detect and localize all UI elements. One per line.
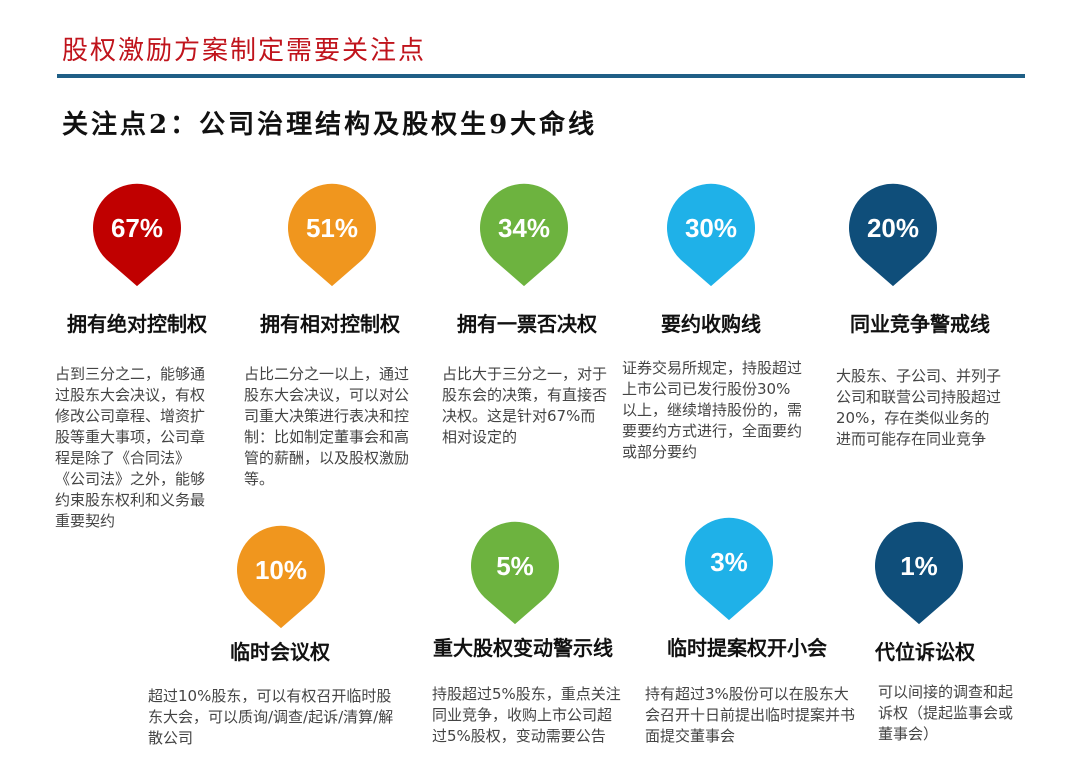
subtitle: 关注点2：公司治理结构及股权生9大命线 (62, 110, 598, 140)
pin-label: 67% (111, 213, 163, 243)
item-text: 占到三分之二，能够通过股东大会决议，有权修改公司章程、增资扩股等重大事项，公司章… (55, 365, 206, 530)
rule (57, 74, 1025, 78)
item-title: 要约收购线 (661, 312, 761, 336)
item-text: 超过10%股东，可以有权召开临时股东大会，可以质询/调查/起诉/清算/解散公司 (148, 687, 394, 747)
item-text: 持股超过5%股东，重点关注同业竞争，收购上市公司超过5%股权，变动需要公告 (432, 685, 621, 745)
title: 股权激励方案制定需要关注点 (62, 36, 427, 66)
item-title: 同业竞争警戒线 (850, 312, 990, 336)
pin-label: 5% (496, 551, 534, 581)
pin (288, 183, 376, 287)
item-title: 代位诉讼权 (875, 640, 975, 664)
item-text: 可以间接的调查和起诉权（提起监事会或董事会） (878, 683, 1014, 743)
item-title: 重大股权变动警示线 (433, 636, 613, 660)
item-title: 临时会议权 (230, 640, 330, 664)
pin-label: 30% (685, 213, 737, 243)
pin (685, 517, 773, 621)
pin (471, 521, 559, 625)
pin (875, 521, 963, 625)
item-text: 占比二分之一以上，通过股东大会决议，可以对公司重大决策进行表决和控制：比如制定董… (244, 365, 410, 488)
pin-label: 3% (710, 547, 748, 577)
item-title: 拥有一票否决权 (457, 312, 597, 336)
pin-label: 1% (900, 551, 938, 581)
pin (480, 183, 568, 287)
pin-label: 51% (306, 213, 358, 243)
item-text: 持有超过3%股份可以在股东大会召开十日前提出临时提案并书面提交董事会 (645, 685, 856, 745)
pin-label: 10% (255, 555, 307, 585)
pin (849, 183, 938, 287)
item-text: 占比大于三分之一，对于股东会的决策，有直接否决权。这是针对67%而相对设定的 (442, 365, 608, 446)
item-text: 大股东、子公司、并列子公司和联营公司持股超过20%，存在类似业务的进而可能存在同… (836, 367, 1002, 448)
pin (667, 183, 755, 287)
item-title: 拥有相对控制权 (260, 312, 400, 336)
pin (93, 183, 182, 287)
item-title: 临时提案权开小会 (667, 636, 827, 660)
pin (237, 525, 325, 629)
pin-label: 34% (498, 213, 550, 243)
pin-label: 20% (867, 213, 919, 243)
item-text: 证券交易所规定，持股超过上市公司已发行股份30%以上，继续增持股份的，需要要约方… (622, 359, 803, 461)
item-title: 拥有绝对控制权 (67, 312, 207, 336)
